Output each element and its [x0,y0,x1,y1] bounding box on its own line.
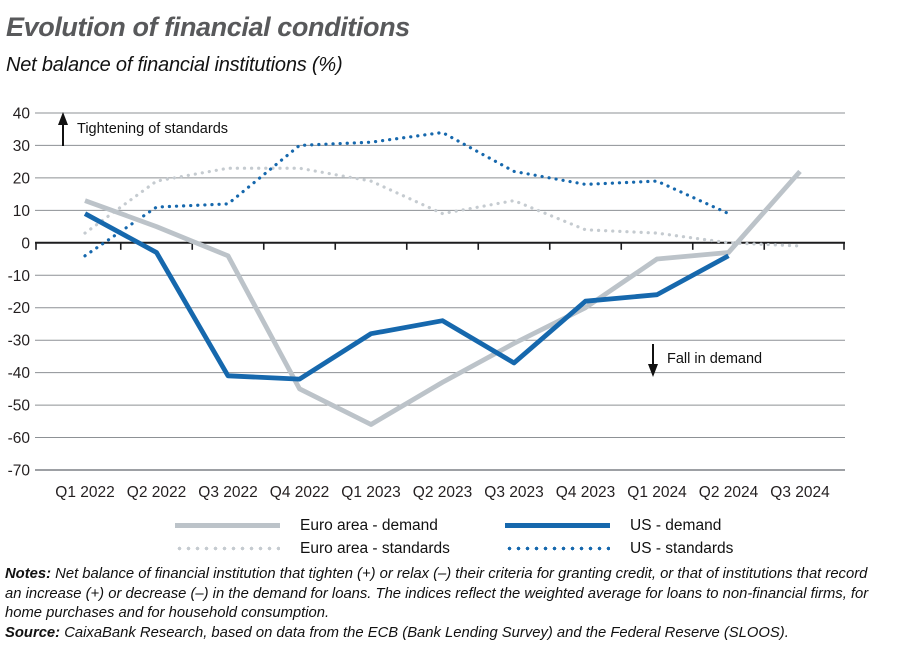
euro-demand-line-swatch [175,523,280,528]
us-demand-line-swatch [505,523,610,528]
us-standards-line-swatch [505,546,610,551]
legend-item-euro-demand: Euro area - demand [175,517,505,535]
svg-text:0: 0 [21,235,30,252]
svg-text:40: 40 [13,106,31,123]
legend-label: Euro area - demand [300,516,438,534]
svg-text:-50: -50 [8,398,31,415]
svg-text:20: 20 [13,170,31,187]
source-label: Source: [5,624,61,641]
legend-label: US - standards [630,539,734,557]
svg-text:Q1 2022: Q1 2022 [55,484,114,501]
svg-text:Q4 2022: Q4 2022 [270,484,329,501]
svg-text:Q2 2022: Q2 2022 [127,484,186,501]
svg-text:Q3 2024: Q3 2024 [770,484,830,501]
legend-item-us-standards: US - standards [505,540,900,558]
notes-text: Net balance of financial institution tha… [5,566,869,621]
legend-label: Euro area - standards [300,539,450,557]
svg-text:Q1 2023: Q1 2023 [341,484,400,501]
svg-text:-60: -60 [8,430,31,447]
svg-text:Q2 2024: Q2 2024 [699,484,759,501]
source-paragraph: Source: CaixaBank Research, based on dat… [5,624,887,644]
euro-standards-line-swatch [175,546,280,551]
svg-text:Q2 2023: Q2 2023 [413,484,472,501]
svg-text:30: 30 [13,138,31,155]
notes-paragraph: Notes: Net balance of financial institut… [5,565,887,624]
svg-text:-30: -30 [8,333,31,350]
notes: Notes: Net balance of financial institut… [5,565,887,643]
line-chart: 40 30 20 10 0 -10 -20 -30 -40 -50 -60 -70 Q1 2022 Q2 … [8,106,845,501]
notes-label: Notes: [5,566,52,582]
svg-text:-10: -10 [8,268,31,285]
svg-text:Q1 2024: Q1 2024 [627,484,687,501]
svg-text:Fall in demand: Fall in demand [667,351,762,367]
svg-text:Q3 2023: Q3 2023 [484,484,543,501]
chart-legend: Euro area - demand US - demand Euro area… [175,514,900,560]
svg-text:Q3 2022: Q3 2022 [198,484,257,501]
chart-canvas: 40 30 20 10 0 -10 -20 -30 -40 -50 -60 -70 Q1 2022 Q2 … [8,106,845,501]
page-subtitle: Net balance of financial institutions (%… [6,54,343,76]
svg-text:-40: -40 [8,365,31,382]
svg-text:Q4 2023: Q4 2023 [556,484,615,501]
svg-text:-70: -70 [8,463,31,480]
legend-item-us-demand: US - demand [505,517,900,535]
svg-text:-20: -20 [8,300,31,317]
legend-item-euro-standards: Euro area - standards [175,540,505,558]
svg-text:10: 10 [13,203,31,220]
svg-text:Tightening of standards: Tightening of standards [77,121,228,137]
page-title: Evolution of financial conditions [6,12,410,42]
source-text: CaixaBank Research, based on data from t… [64,624,789,641]
legend-label: US - demand [630,516,722,534]
